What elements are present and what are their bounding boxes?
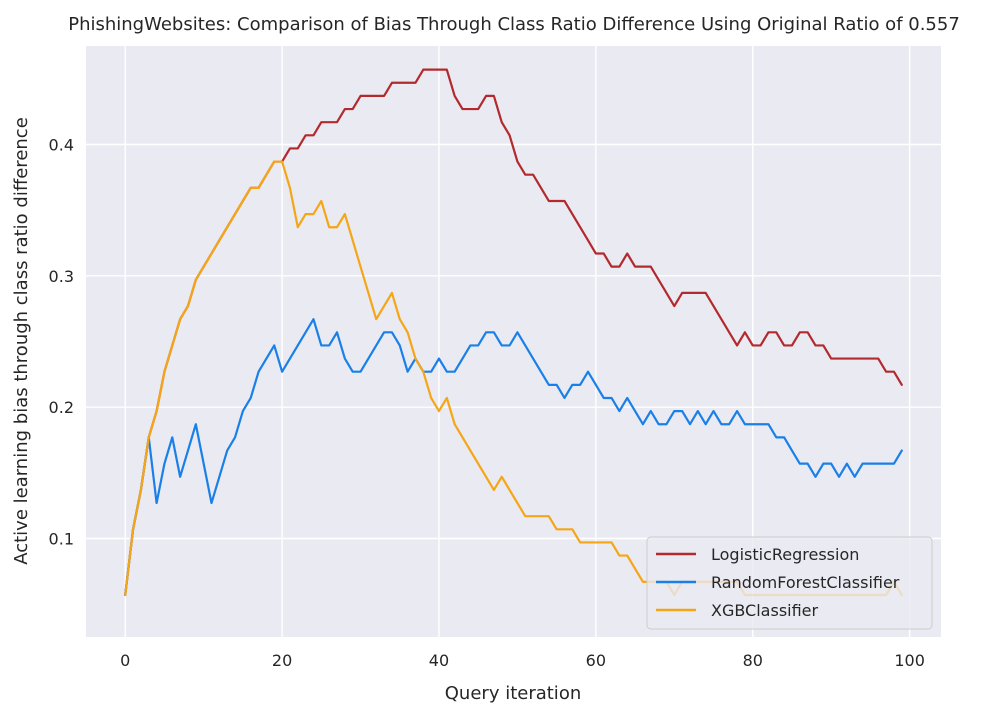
legend-label-xgbclassifier: XGBClassifier — [711, 601, 819, 620]
x-tick-label: 80 — [743, 651, 763, 670]
y-tick-label: 0.4 — [49, 136, 74, 155]
x-tick-label: 20 — [272, 651, 292, 670]
legend-label-randomforestclassifier: RandomForestClassifier — [711, 573, 900, 592]
legend-label-logisticregression: LogisticRegression — [711, 545, 859, 564]
y-tick-label: 0.1 — [49, 530, 74, 549]
series-line-randomforestclassifier — [124, 318, 903, 597]
x-tick-label: 0 — [120, 651, 130, 670]
x-tick-labels: 0 20 40 60 80 100 — [120, 651, 925, 670]
x-tick-label: 100 — [894, 651, 925, 670]
chart-title: PhishingWebsites: Comparison of Bias Thr… — [68, 14, 960, 35]
legend-box — [646, 536, 933, 630]
y-axis-label: Active learning bias through class ratio… — [11, 117, 32, 565]
x-tick-label: 40 — [429, 651, 449, 670]
y-tick-label: 0.3 — [49, 267, 74, 286]
y-tick-labels: 0.1 0.2 0.3 0.4 — [49, 136, 74, 549]
x-tick-label: 60 — [586, 651, 606, 670]
x-axis-label: Query iteration — [445, 683, 581, 704]
y-tick-label: 0.2 — [49, 398, 74, 417]
legend: LogisticRegression RandomForestClassifier… — [646, 536, 933, 630]
